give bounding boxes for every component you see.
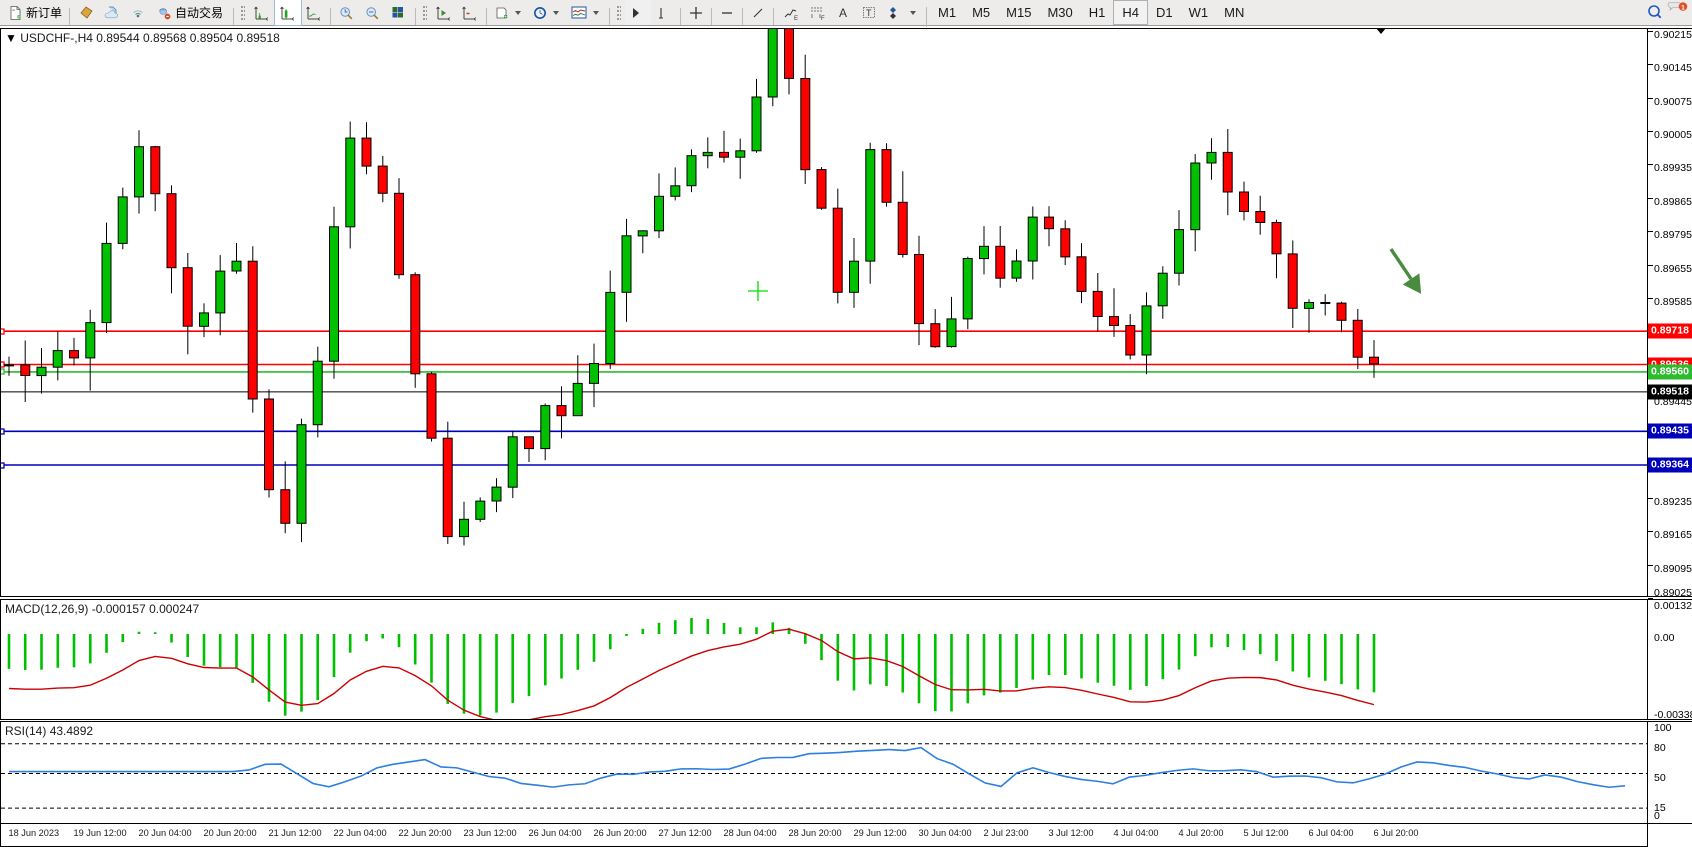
svg-text:F: F [821, 16, 825, 21]
svg-text:E: E [794, 16, 798, 21]
svg-text:T: T [866, 8, 872, 18]
svg-text:1: 1 [1681, 4, 1685, 11]
svg-text:A: A [839, 6, 847, 20]
